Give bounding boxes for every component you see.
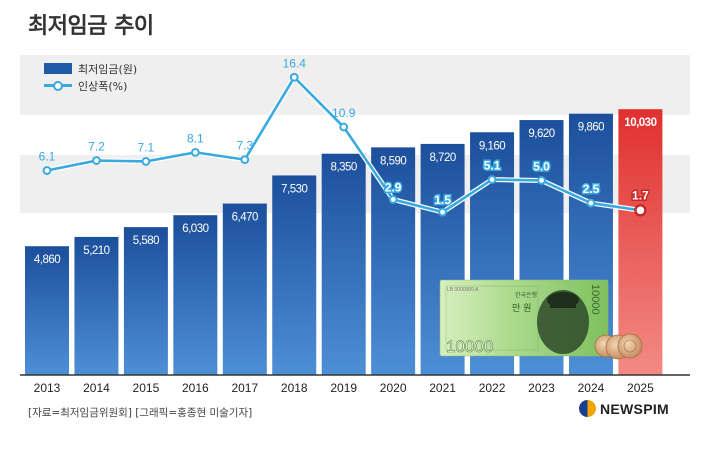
bar-label-2024: 9,860 [578, 122, 604, 134]
banknote-label: 만 원 [512, 303, 531, 314]
x-tick-2013: 2013 [34, 381, 61, 395]
logo-text: NEWSPIM [600, 400, 669, 417]
line-label-2018: 16.4 [283, 56, 307, 70]
x-tick-2024: 2024 [578, 381, 605, 395]
line-label-2013: 6.1 [39, 149, 56, 163]
newspim-logo: NEWSPIM [579, 400, 669, 417]
legend-item-bar: 최저임금(원) [44, 60, 137, 77]
line-point-2014 [92, 156, 101, 165]
x-tick-2019: 2019 [330, 381, 357, 395]
x-tick-2021: 2021 [429, 381, 456, 395]
line-point-2016 [190, 147, 200, 157]
line-point-2021 [438, 207, 448, 217]
bar-label-2017: 6,470 [232, 212, 258, 224]
banknote-denomination: 10000 [446, 337, 493, 356]
banknote-denomination-vertical: 10000 [589, 284, 601, 315]
line-point-2023 [537, 176, 546, 185]
bar-label-2015: 5,580 [133, 235, 159, 247]
line-label-2022: 5.1 [484, 159, 501, 173]
chart-title: 최저임금 추이 [28, 14, 154, 39]
line-point-2015 [141, 157, 151, 166]
bar-2014 [74, 236, 119, 375]
line-point-2018 [289, 72, 299, 82]
line-point-2022 [487, 175, 497, 184]
legend-bar-label: 최저임금(원) [78, 62, 138, 76]
x-tick-2023: 2023 [528, 381, 555, 395]
bar-2015 [123, 227, 168, 375]
banknote-issuer: 한국은행 [515, 291, 537, 299]
line-label-2017: 7.3 [236, 139, 253, 153]
bar-2025 [618, 109, 663, 375]
bar-2020 [371, 147, 416, 375]
line-point-2019 [339, 122, 349, 132]
newspim-logo-icon [579, 400, 596, 417]
bar-label-2021: 8,720 [429, 152, 455, 164]
legend-bar-swatch [44, 63, 72, 74]
bar-label-2018: 7,530 [281, 183, 307, 195]
legend-line-swatch [44, 80, 72, 91]
line-point-2024 [586, 198, 596, 208]
x-tick-2018: 2018 [281, 381, 308, 395]
bar-label-2019: 8,350 [331, 162, 357, 174]
bar-label-2023: 9,620 [528, 128, 554, 140]
bar-label-2013: 4,860 [34, 254, 60, 266]
line-label-2020: 2.9 [385, 180, 402, 194]
bar-2017 [222, 203, 267, 375]
banknote-illustration: LB 0000000 A 한국은행 만 원 10000 10000 [439, 279, 643, 360]
line-label-2025: 1.7 [632, 188, 649, 202]
line-point-2025 [634, 204, 647, 217]
line-point-2020 [388, 195, 398, 204]
bar-label-2016: 6,030 [182, 223, 208, 235]
line-point-2017 [240, 155, 250, 165]
bar-value-labels: 4,860 5,210 5,580 6,030 6,470 7,530 8,350 8,590… [34, 117, 657, 266]
x-tick-2014: 2014 [83, 381, 110, 395]
legend: 최저임금(원) 인상폭(%) [44, 60, 137, 94]
banknote-serial: LB 0000000 A [447, 287, 479, 293]
bar-2018 [272, 175, 317, 375]
line-label-2024: 2.5 [583, 182, 600, 196]
line-point-2013 [42, 166, 52, 175]
bar-2019 [321, 153, 366, 375]
x-tick-2015: 2015 [133, 381, 160, 395]
line-series [42, 72, 647, 217]
line-label-2015: 7.1 [138, 140, 155, 154]
legend-line-label: 인상폭(%) [78, 79, 128, 93]
x-tick-2020: 2020 [380, 381, 407, 395]
x-tick-2016: 2016 [182, 381, 209, 395]
bar-2016 [173, 215, 218, 375]
line-label-2021: 1.5 [434, 193, 451, 207]
bar-label-2014: 5,210 [83, 245, 109, 257]
bar-label-2022: 9,160 [479, 140, 505, 152]
x-tick-2022: 2022 [479, 381, 506, 395]
legend-item-line: 인상폭(%) [44, 77, 137, 94]
x-axis-tick-labels: 2013 2014 2015 2016 2017 2018 2019 2020 2021 2022… [34, 381, 654, 395]
line-label-2023: 5.0 [533, 159, 550, 173]
x-tick-2025: 2025 [627, 381, 654, 395]
band-top [20, 55, 690, 115]
bar-label-2020: 8,590 [380, 155, 406, 167]
line-label-2019: 10.9 [332, 106, 356, 120]
bar-2013 [25, 246, 69, 375]
line-value-labels: 6.1 7.2 7.1 8.1 7.3 16.4 10.9 2.9 1.5 5.1 5.0 2.5 1.… [39, 56, 651, 208]
bar-label-2025: 10,030 [624, 117, 656, 129]
coin [617, 333, 643, 359]
source-credit: [자료=최저임금위원회] [그래픽=홍종현 미술기자] [28, 407, 253, 419]
line-label-2014: 7.2 [88, 140, 105, 154]
x-tick-2017: 2017 [231, 381, 258, 395]
line-label-2016: 8.1 [187, 131, 204, 145]
